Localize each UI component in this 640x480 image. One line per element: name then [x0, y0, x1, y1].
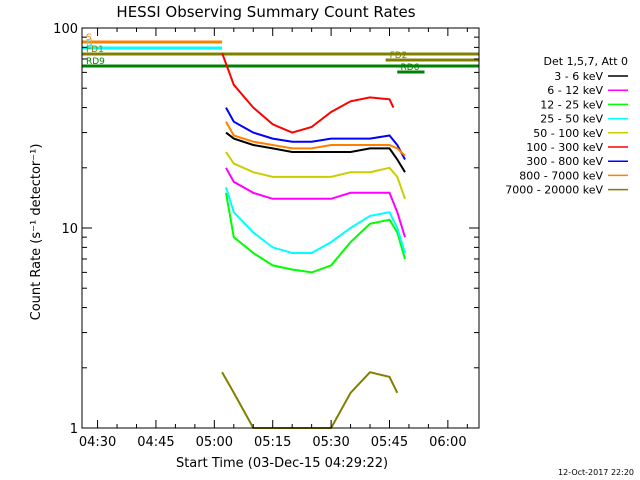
legend-label-100-300-kev: 100 - 300 keV	[526, 141, 603, 154]
flag-label-fd1: FD1	[86, 45, 104, 55]
legend-label-300-800-kev: 300 - 800 keV	[526, 155, 603, 168]
legend-label-12-25-kev: 12 - 25 keV	[540, 98, 603, 111]
flag-label-n: N	[86, 39, 93, 49]
series-line-7000-20000-kev	[221, 371, 399, 429]
y-tick-label: 100	[53, 22, 78, 37]
y-tick-label: 1	[70, 422, 78, 437]
x-axis-label: Start Time (03-Dec-15 04:29:22)	[176, 456, 388, 471]
series-line-50-100-kev	[225, 151, 406, 200]
x-tick-label: 04:45	[137, 435, 174, 450]
series-line-25-50-kev	[225, 186, 406, 254]
series-layer	[221, 52, 406, 429]
axis-layer: 04:30 04:45 05:00 05:15 05:30 05:45 06:00 1 10 10…	[53, 22, 479, 450]
legend-label-50-100-kev: 50 - 100 keV	[533, 127, 603, 140]
series-line-800-7000-kev	[225, 121, 406, 157]
x-tick-label: 06:00	[429, 435, 466, 450]
flag-label-rd9: RD9	[86, 57, 105, 67]
legend-label-25-50-kev: 25 - 50 keV	[540, 113, 603, 126]
legend-label-6-12-kev: 6 - 12 keV	[547, 84, 603, 97]
y-axis-label: Count Rate (s⁻¹ detector⁻¹)	[29, 144, 44, 321]
series-line-100-300-kev	[221, 52, 395, 134]
legend-label-3-6-kev: 3 - 6 keV	[554, 70, 603, 83]
flag-label-fd2: FD2	[390, 51, 408, 61]
plot-frame	[81, 27, 480, 429]
legend-label-7000-20000-kev: 7000 - 20000 keV	[505, 184, 603, 197]
x-tick-label: 05:45	[371, 435, 408, 450]
series-line-6-12-kev	[225, 167, 406, 238]
timestamp: 12-Oct-2017 22:20	[558, 468, 634, 477]
series-line-300-800-kev	[225, 107, 406, 160]
legend-title: Det 1,5,7, Att 0	[544, 55, 628, 68]
x-tick-label: 05:00	[196, 435, 233, 450]
y-tick-label: 10	[61, 222, 78, 237]
x-tick-label: 05:30	[312, 435, 349, 450]
x-tick-label: 05:15	[254, 435, 291, 450]
legend-label-800-7000-kev: 800 - 7000 keV	[519, 169, 603, 182]
x-tick-label: 04:30	[79, 435, 116, 450]
series-line-3-6-kev	[225, 131, 406, 173]
flag-label-rd6: RD6	[401, 63, 420, 73]
chart-title: HESSI Observing Summary Count Rates	[116, 3, 415, 21]
flag-label-s: S	[86, 33, 92, 43]
series-line-12-25-kev	[225, 192, 406, 274]
